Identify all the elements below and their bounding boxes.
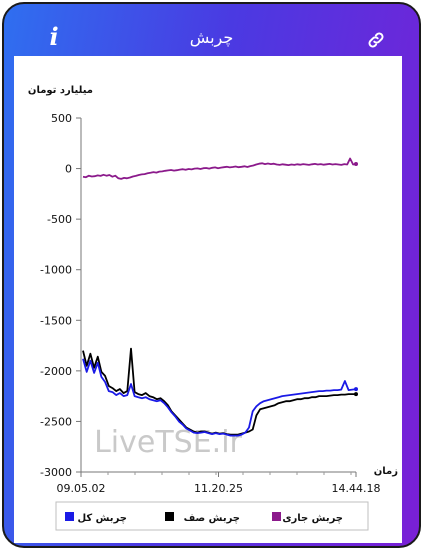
series-end-point xyxy=(354,392,358,397)
page-title: چربش xyxy=(189,28,234,47)
legend-label-queue: چربش صف xyxy=(184,513,240,524)
legend-label-total: چربش کل xyxy=(77,513,127,524)
y-tick-label: -500 xyxy=(47,213,72,226)
x-axis-label: زمان xyxy=(374,466,398,477)
legend-item-total[interactable]: چربش کل xyxy=(65,512,127,524)
y-axis-label: میلیارد تومان xyxy=(28,85,93,96)
y-tick-label: -1000 xyxy=(40,264,72,277)
x-tick-label: 11.20.25 xyxy=(194,482,243,495)
x-tick-label: 14.44.18 xyxy=(332,482,381,495)
legend-swatch-queue xyxy=(165,512,174,521)
chart-panel: میلیارد تومان زمان LiveTSE.ir 500 0 -500 -1… xyxy=(14,56,402,543)
y-tick-label: 500 xyxy=(51,112,72,125)
info-icon[interactable]: i xyxy=(49,22,59,51)
legend-swatch-total xyxy=(65,512,74,521)
link-icon[interactable] xyxy=(366,30,386,50)
y-tick-label: -3000 xyxy=(40,466,72,479)
legend-item-current[interactable]: چربش جاری xyxy=(272,512,343,524)
y-tick-label: 0 xyxy=(65,163,72,176)
series-end-point xyxy=(354,387,358,392)
x-tick-label: 09.05.02 xyxy=(57,482,106,495)
series-line-total xyxy=(82,358,357,437)
chart-area: میلیارد تومان زمان LiveTSE.ir 500 0 -500 -1… xyxy=(28,85,398,531)
y-tick-label: -1500 xyxy=(40,314,72,327)
series-end-point xyxy=(354,162,358,167)
y-tick-label: -2000 xyxy=(40,365,72,378)
app-frame: i چربش میلیارد تومان زمان LiveTSE.ir 500… xyxy=(2,2,421,548)
series-line-current xyxy=(82,157,357,180)
y-tick-label: -2500 xyxy=(40,415,72,428)
header-bar: i چربش xyxy=(4,4,419,56)
legend-swatch-current xyxy=(272,512,281,521)
legend-label-current: چربش جاری xyxy=(282,513,343,524)
legend-item-queue[interactable]: چربش صف xyxy=(165,512,240,524)
watermark: LiveTSE.ir xyxy=(94,425,242,460)
legend-box xyxy=(55,501,369,531)
